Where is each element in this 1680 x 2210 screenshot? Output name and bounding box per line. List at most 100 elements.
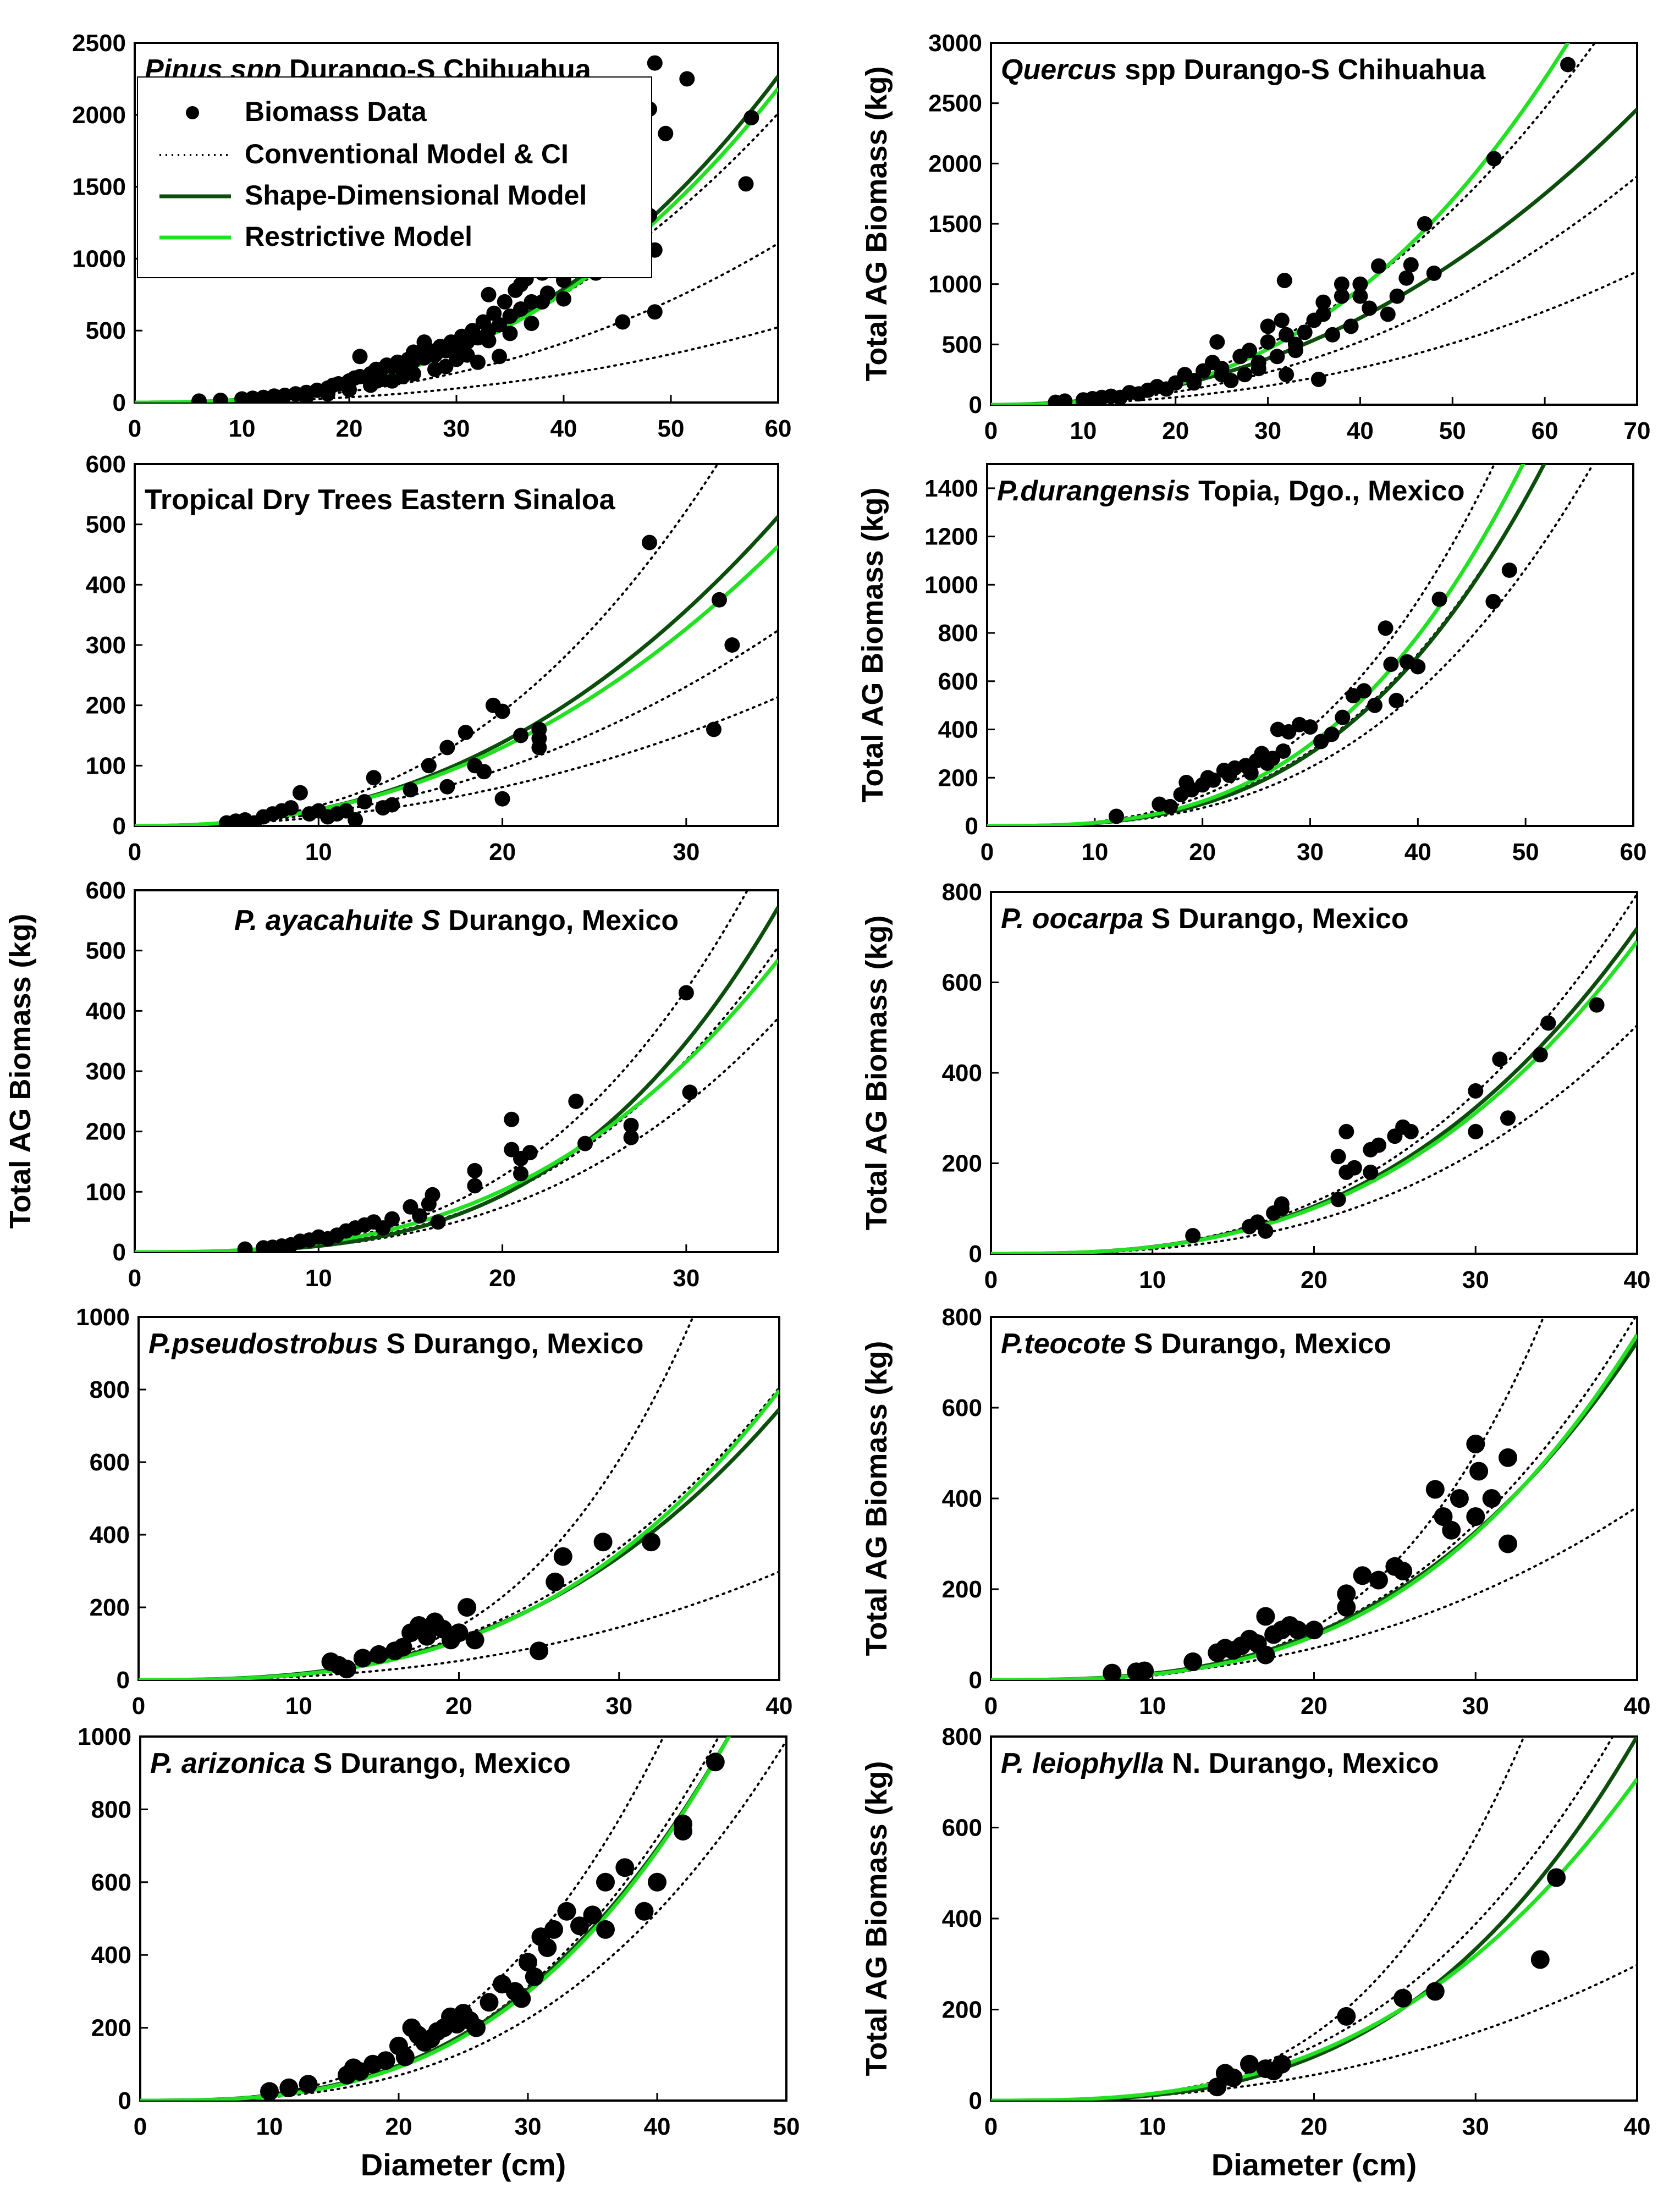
y-tick-label: 400 (86, 571, 126, 598)
data-point (292, 785, 308, 801)
y-tick-label: 400 (942, 1905, 982, 1932)
y-tick-label: 600 (942, 1395, 982, 1421)
x-tick-label: 50 (1512, 839, 1539, 866)
x-tick-label: 20 (489, 839, 516, 866)
data-point (1209, 334, 1225, 350)
x-tick-label: 40 (550, 415, 577, 442)
data-point (706, 721, 721, 737)
y-tick-label: 1000 (924, 571, 978, 598)
data-point (480, 1993, 499, 2012)
x-axis-label: Diameter (cm) (361, 2147, 566, 2182)
legend: Biomass Data Conventional Model & CI Sha… (137, 76, 652, 278)
y-tick-label: 400 (938, 717, 978, 743)
data-point (513, 1166, 528, 1182)
data-point (1403, 1123, 1419, 1139)
data-point (494, 791, 510, 807)
data-point (497, 294, 513, 310)
data-point (353, 1649, 372, 1668)
data-point (439, 740, 455, 756)
x-tick-label: 0 (981, 839, 994, 866)
x-tick-label: 40 (1624, 1266, 1651, 1293)
data-point (1297, 324, 1313, 340)
data-point (1185, 1228, 1201, 1244)
series-group (991, 1317, 1637, 1680)
data-point (348, 812, 363, 826)
plot-frame (139, 1735, 787, 2102)
data-point (1330, 1149, 1346, 1165)
y-tick-label: 400 (91, 1942, 131, 1969)
data-point (1356, 683, 1372, 699)
y-tick-label: 2500 (72, 30, 126, 57)
data-point (1260, 334, 1276, 350)
panel-title-text: Topia, Dgo., Mexico (1191, 475, 1465, 507)
y-axis-label: Total AG Biomass (kg) (860, 66, 893, 381)
data-point (393, 1638, 412, 1657)
y-tick-label: 0 (969, 392, 982, 418)
data-point (1330, 1192, 1346, 1208)
x-tick-label: 50 (658, 415, 685, 442)
panel-title-text: S Durango, Mexico (305, 1748, 571, 1779)
data-point (1237, 367, 1253, 383)
y-tick-label: 200 (86, 1118, 126, 1145)
x-tick-label: 30 (673, 1265, 699, 1292)
data-point (237, 1241, 253, 1252)
y-tick-label: 600 (86, 877, 126, 904)
x-tick-label: 30 (1297, 839, 1324, 866)
data-point (1410, 659, 1426, 675)
data-point (1287, 343, 1303, 359)
data-point (1532, 1047, 1548, 1063)
panel-title-italic: P. leiophylla (1001, 1748, 1164, 1779)
data-point (1256, 1645, 1275, 1665)
data-point (366, 770, 382, 786)
x-tick-label: 30 (1462, 1266, 1489, 1293)
data-point (1367, 697, 1382, 713)
data-point (519, 1953, 537, 1972)
data-point (1431, 591, 1447, 607)
data-point (384, 1211, 400, 1227)
data-point (1288, 1621, 1308, 1640)
chart-panel-arizonica: 0 10 20 30 40 50 0 200 400 600 800 1000 Diameter (cm… (78, 1723, 800, 2182)
x-tick-label: 20 (445, 1693, 472, 1719)
x-tick-label: 0 (984, 417, 998, 444)
y-tick-label: 0 (965, 813, 978, 840)
x-tick-label: 20 (1301, 1693, 1328, 1719)
data-point (1242, 343, 1257, 359)
data-point (449, 1623, 469, 1643)
x-tick-label: 40 (1347, 417, 1374, 444)
data-point (467, 2018, 486, 2037)
data-point (712, 592, 727, 608)
x-tick-label: 20 (489, 1265, 516, 1292)
data-point (1468, 1123, 1484, 1139)
data-point (1362, 300, 1378, 316)
data-point (1393, 1562, 1413, 1580)
data-point (724, 637, 740, 653)
data-point (1103, 1663, 1122, 1680)
y-tick-label: 1500 (928, 211, 982, 238)
data-point (553, 1547, 572, 1566)
data-point (648, 1872, 667, 1892)
x-tick-label: 0 (984, 2113, 998, 2140)
data-point (596, 1920, 615, 1939)
data-point (1162, 798, 1178, 814)
data-point (1325, 327, 1341, 343)
data-point (1369, 1570, 1388, 1590)
y-tick-label: 1500 (72, 174, 126, 201)
data-point (1499, 1448, 1517, 1467)
series-line-shape-dimensional (135, 906, 778, 1252)
x-axis-label: Diameter (cm) (1211, 2147, 1417, 2182)
data-point (577, 1136, 593, 1151)
data-point (492, 349, 507, 365)
data-point (1442, 1520, 1461, 1540)
data-point (416, 334, 432, 350)
panel-title: P.pseudostrobus S Durango, Mexico (148, 1328, 644, 1360)
panel-title-italic: P.durangensis (997, 475, 1191, 507)
data-point (406, 344, 421, 360)
data-point (1468, 1083, 1484, 1099)
series-group (991, 1737, 1637, 2101)
data-point (525, 1967, 544, 1986)
y-tick-label: 1000 (72, 245, 126, 272)
data-point (1304, 1621, 1324, 1640)
x-tick-label: 20 (1301, 1266, 1328, 1293)
